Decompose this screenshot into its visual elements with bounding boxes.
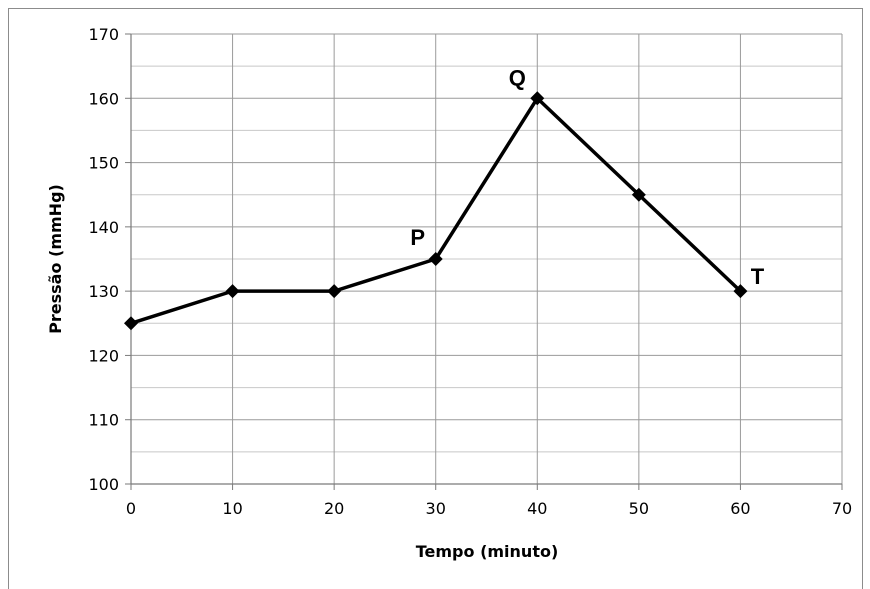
y-tick-label: 110 [88,411,119,430]
data-point-marker [530,91,545,106]
x-tick-label: 10 [222,499,242,518]
y-tick-label: 140 [88,218,119,237]
x-tick-label: 30 [426,499,446,518]
x-axis-title: Tempo (minuto) [416,542,559,561]
x-tick-label: 40 [527,499,547,518]
x-tick-label: 20 [324,499,344,518]
data-point-marker [124,316,138,331]
markers-group [124,91,748,331]
y-tick-labels: 100 110 120 130 140 150 160 170 [88,25,119,494]
x-tick-labels: 0 10 20 30 40 50 60 70 [126,499,852,518]
data-point-marker [733,284,748,299]
point-label-q: Q [509,65,526,90]
y-tick-label: 150 [88,154,119,173]
y-tick-label: 130 [88,282,119,301]
y-tick-label: 120 [88,346,119,365]
y-tick-label: 160 [88,89,119,108]
data-point-marker [631,187,646,202]
x-tick-label: 60 [730,499,750,518]
x-tick-label: 70 [832,499,852,518]
point-label-t: T [751,264,765,289]
y-axis-title: Pressão (mmHg) [46,184,65,334]
annotations-group: P Q T [410,65,764,289]
data-point-marker [225,284,240,299]
data-point-marker [327,284,342,299]
point-label-p: P [410,225,425,250]
x-tick-label: 50 [629,499,649,518]
axes [125,33,843,490]
minor-gridlines [131,65,842,453]
y-tick-label: 100 [88,475,119,494]
data-point-marker [428,252,443,266]
x-tick-label: 0 [126,499,136,518]
y-tick-label: 170 [88,25,119,44]
chart-frame [8,8,863,589]
